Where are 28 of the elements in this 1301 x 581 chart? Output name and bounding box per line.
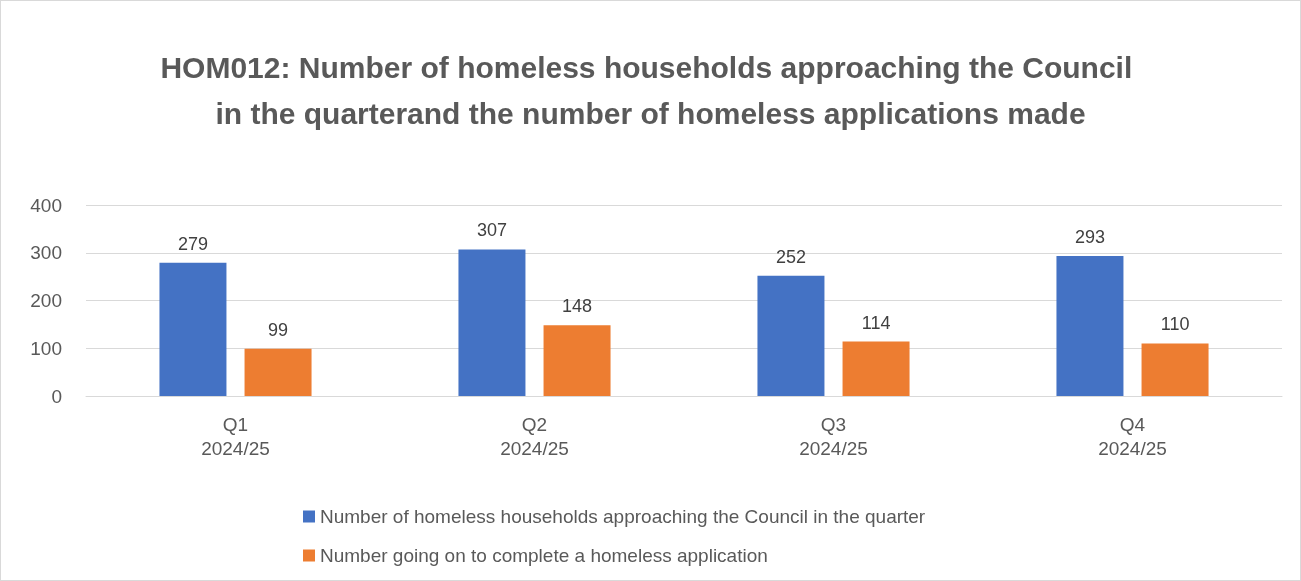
y-tick-label: 400 xyxy=(30,194,62,216)
bar xyxy=(757,275,825,396)
y-tick-label: 300 xyxy=(30,242,62,264)
x-tick-label: Q4 2024/25 xyxy=(1098,413,1167,459)
data-label: 293 xyxy=(1074,227,1105,248)
y-tick-label: 100 xyxy=(30,337,62,359)
data-label: 252 xyxy=(775,246,806,267)
bar xyxy=(458,249,526,396)
bar xyxy=(842,341,910,396)
data-label: 99 xyxy=(268,319,289,340)
bar xyxy=(1056,256,1124,396)
bar xyxy=(543,325,611,396)
x-tick-label: Q1 2024/25 xyxy=(201,413,270,459)
x-tick-label: Q2 2024/25 xyxy=(500,413,569,459)
y-tick-label: 0 xyxy=(51,385,62,407)
chart-title: HOM012: Number of homeless households approaching the Council in the quarterand the number of homeless applications made xyxy=(160,50,1141,130)
data-label: 307 xyxy=(476,220,507,241)
data-label: 279 xyxy=(177,233,208,254)
data-label: 148 xyxy=(562,296,593,317)
bar xyxy=(244,348,312,396)
legend-label: Number going on to complete a homeless application xyxy=(320,545,768,566)
bar xyxy=(1141,343,1209,396)
x-tick-label: Q3 2024/25 xyxy=(799,413,868,459)
bar xyxy=(159,262,227,396)
y-tick-label: 200 xyxy=(30,290,62,311)
data-label: 114 xyxy=(861,312,891,333)
data-label: 110 xyxy=(1160,314,1190,335)
legend-label: Number of homeless households approaching the Council in the quarter xyxy=(320,506,926,527)
